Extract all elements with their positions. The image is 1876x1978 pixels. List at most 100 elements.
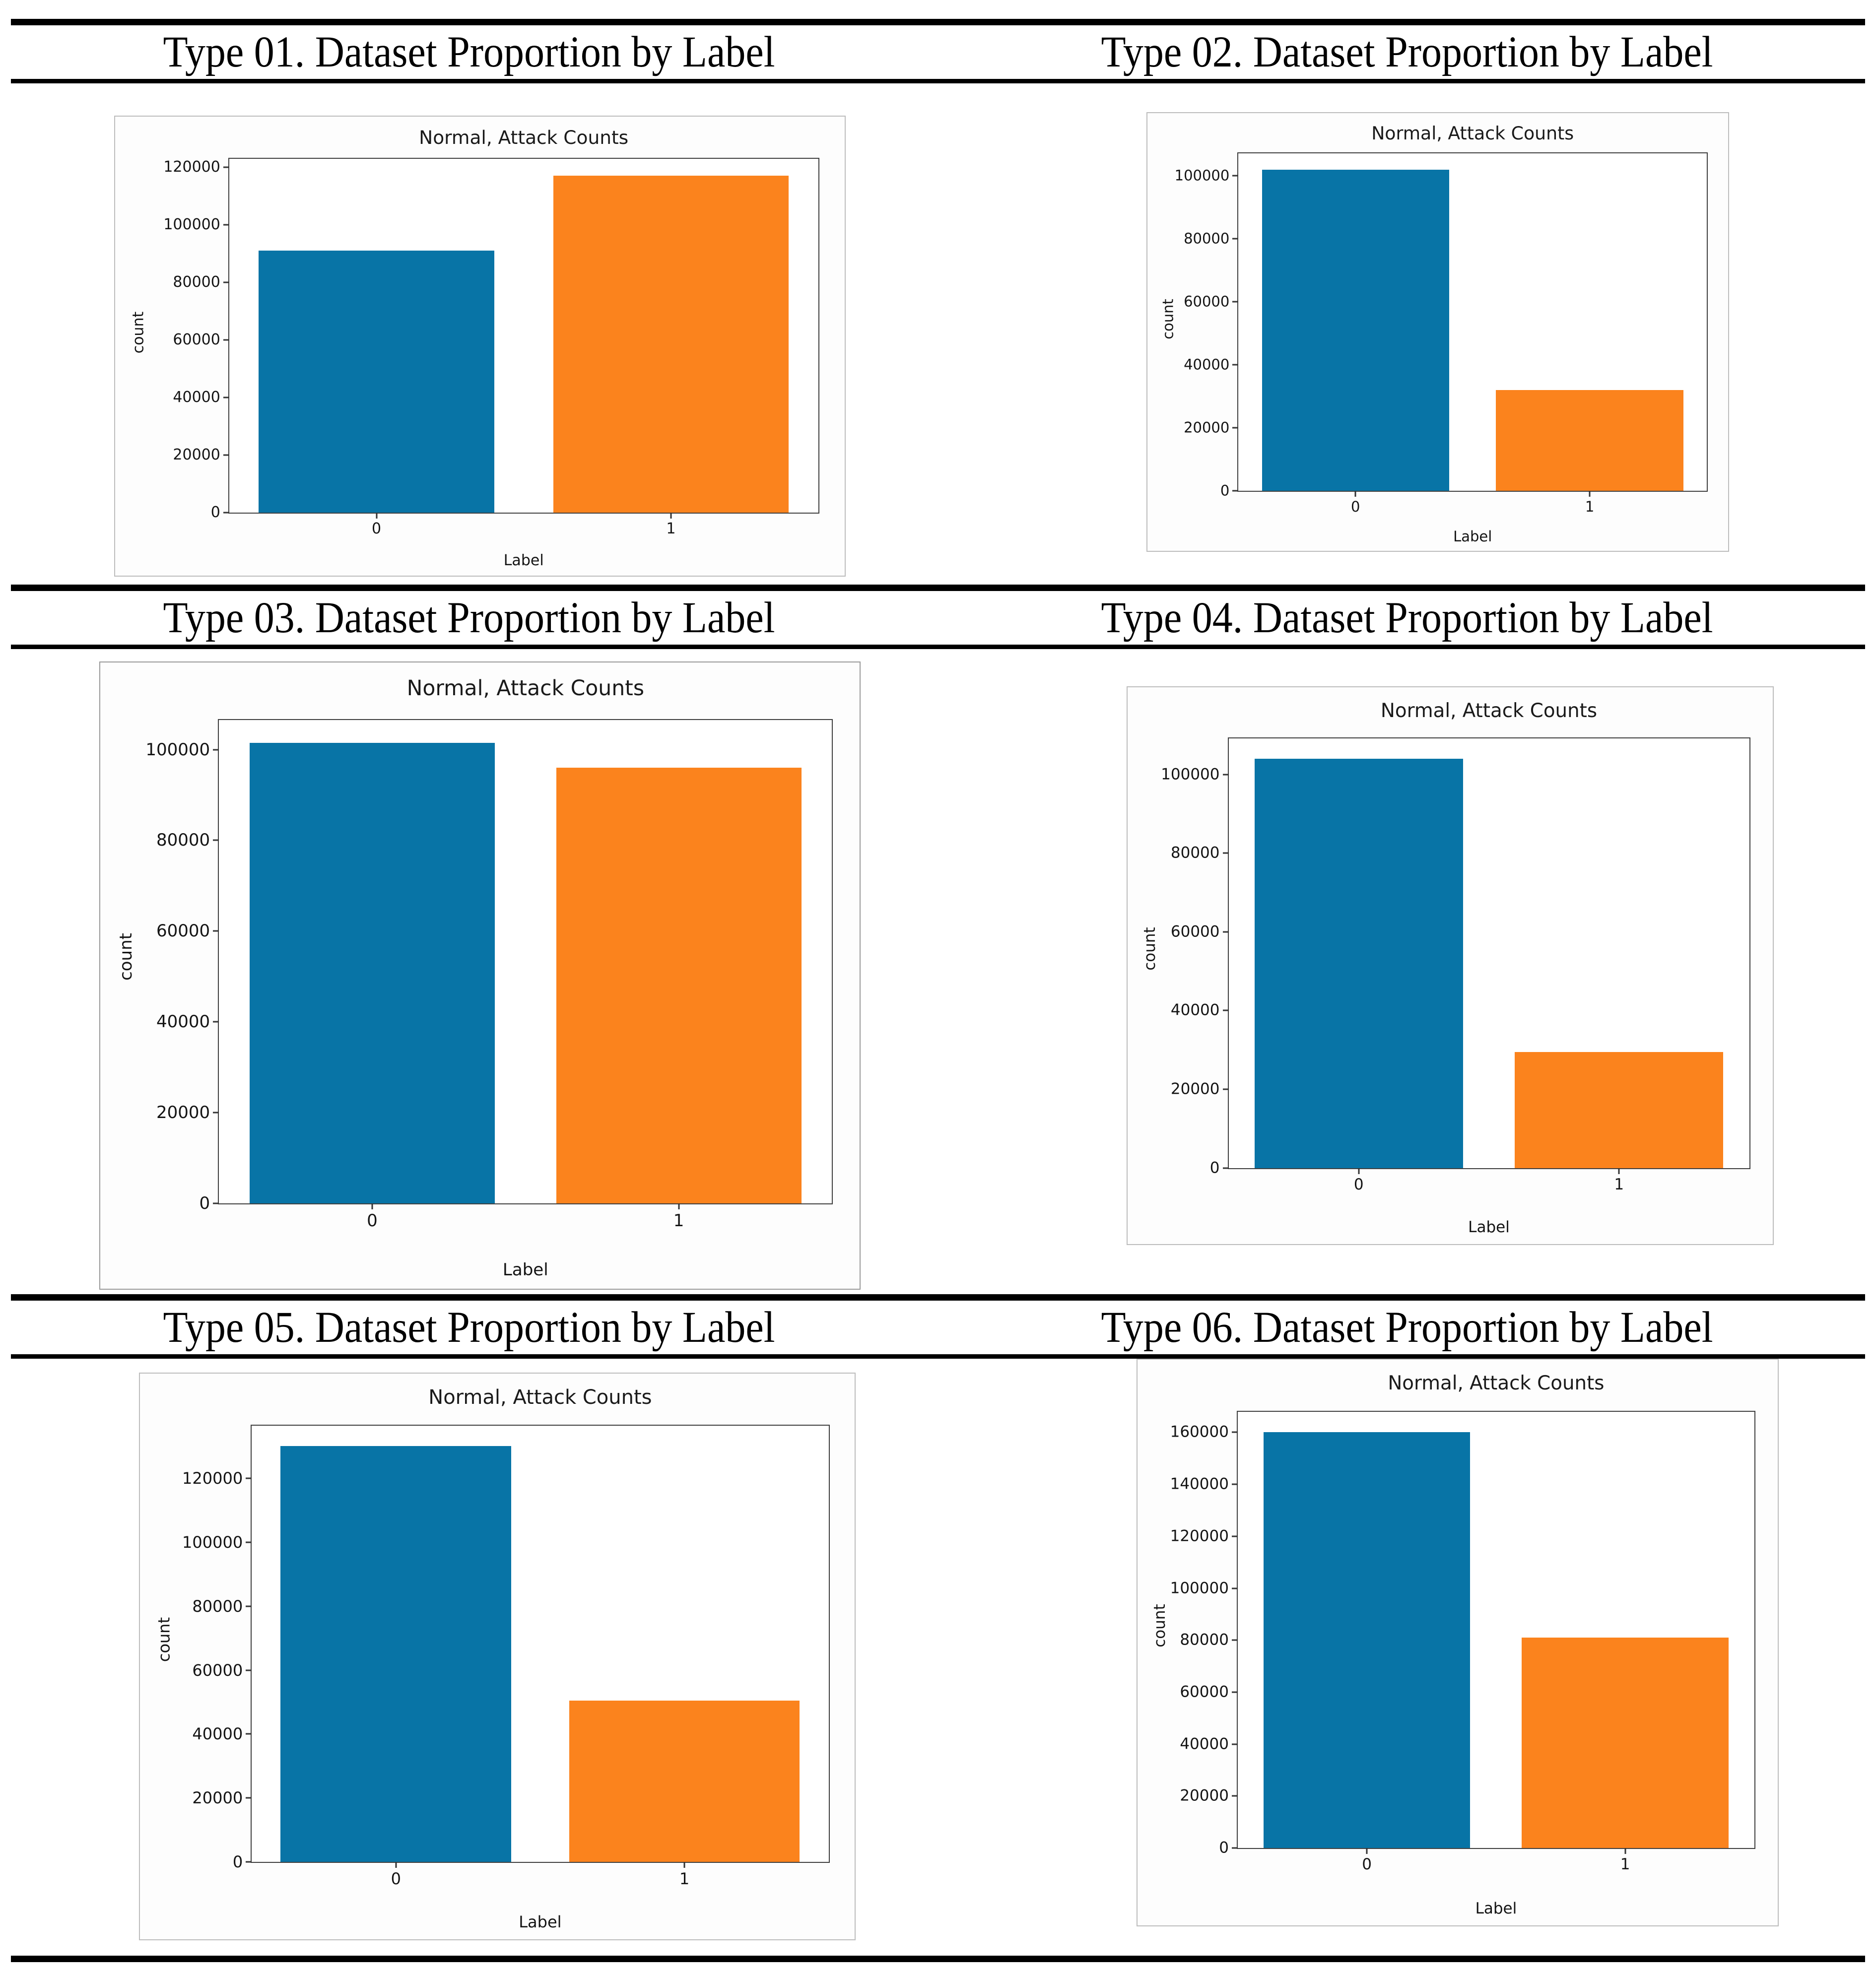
x-tick-label: 0 [1362, 1855, 1372, 1874]
y-tick-label: 20000 [1184, 419, 1230, 436]
y-tick-mark [213, 1021, 219, 1023]
section-title-type-04: Type 04. Dataset Proportion by Label [1101, 593, 1713, 642]
y-tick-label: 0 [199, 1193, 210, 1213]
plot-area: 0 20000 40000 60000 80000 100000 120000 0 1 [163, 158, 819, 536]
y-tick-label: 160000 [1170, 1423, 1229, 1441]
chart-cell: Normal, Attack Counts count Label 0 20000 400… [0, 83, 938, 585]
x-tick-mark [1624, 1848, 1626, 1854]
y-tick-mark [1232, 427, 1239, 429]
y-tick-label: 140000 [1170, 1475, 1229, 1493]
y-tick-mark [223, 281, 229, 283]
bar-0 [1263, 1432, 1471, 1848]
section-title-type-02: Type 02. Dataset Proportion by Label [1101, 27, 1713, 76]
bar-0 [249, 742, 495, 1203]
y-tick-mark [223, 454, 229, 456]
x-tick-mark [1366, 1848, 1368, 1854]
y-tick-mark [1222, 852, 1229, 854]
divider-rule [11, 79, 1865, 83]
x-tick-label: 0 [371, 520, 382, 538]
divider-rule [11, 585, 1865, 591]
chart-cell: Normal, Attack Counts count Label 0 20000 400… [0, 1359, 938, 1956]
top-margin [0, 0, 1876, 19]
chart-title: Normal, Attack Counts [1371, 123, 1574, 144]
title-row-1: Type 01. Dataset Proportion by Label Typ… [0, 25, 1876, 79]
plot-area: 0 20000 40000 60000 80000 100000 120000 140000 1… [1170, 1410, 1755, 1872]
y-tick-label: 80000 [173, 273, 220, 291]
y-tick-mark [213, 749, 219, 751]
y-tick-mark [1232, 238, 1239, 240]
chart-cell: Normal, Attack Counts count Label 0 20000 400… [938, 83, 1876, 585]
y-tick-label: 20000 [1170, 1080, 1220, 1098]
divider-rule [11, 1294, 1865, 1301]
y-tick-mark [246, 1541, 252, 1543]
x-tick-label: 1 [666, 520, 676, 538]
y-tick-label: 40000 [1184, 356, 1230, 373]
chart-cell: Normal, Attack Counts count Label 0 20000 400… [938, 1359, 1876, 1956]
chart-type-05: Normal, Attack Counts count Label 0 20000 400… [139, 1373, 856, 1940]
x-tick-mark [395, 1862, 397, 1868]
y-tick-mark [246, 1733, 252, 1735]
y-tick-mark [1222, 1167, 1229, 1169]
plot-area: 0 20000 40000 60000 80000 100000 120000 0 1 [182, 1424, 830, 1887]
y-tick-mark [246, 1605, 252, 1607]
y-tick-mark [1232, 301, 1239, 303]
chart-type-04: Normal, Attack Counts count Label 0 20000 400… [1127, 686, 1774, 1245]
x-tick-mark [1589, 490, 1591, 497]
bar-0 [1254, 759, 1463, 1168]
y-tick-label: 100000 [1161, 765, 1220, 784]
charts-row-3: Normal, Attack Counts count Label 0 20000 400… [0, 1359, 1876, 1956]
y-axis-label: count [1159, 298, 1177, 339]
y-tick-label: 60000 [1180, 1683, 1229, 1701]
y-tick-mark [1232, 364, 1239, 366]
y-tick-label: 60000 [156, 921, 210, 941]
chart-title: Normal, Attack Counts [406, 676, 644, 701]
y-tick-label: 100000 [1170, 1579, 1229, 1597]
y-tick-mark [1231, 1483, 1238, 1485]
x-axis-label: Label [1453, 527, 1492, 545]
y-tick-mark [1232, 175, 1239, 177]
x-axis-label: Label [1468, 1218, 1510, 1237]
y-tick-mark [1231, 1795, 1238, 1797]
section-title-type-06: Type 06. Dataset Proportion by Label [1101, 1303, 1713, 1352]
title-row-3: Type 05. Dataset Proportion by Label Typ… [0, 1301, 1876, 1354]
bar-0 [1262, 169, 1449, 491]
x-tick-mark [1354, 490, 1356, 497]
y-tick-label: 40000 [173, 389, 220, 406]
y-tick-label: 120000 [1170, 1527, 1229, 1545]
y-tick-mark [1222, 1088, 1229, 1090]
chart-type-03: Normal, Attack Counts count Label 0 20000 400… [99, 661, 861, 1290]
y-tick-mark [1231, 1587, 1238, 1589]
x-tick-mark [1618, 1168, 1620, 1174]
section-title-type-01: Type 01. Dataset Proportion by Label [163, 27, 775, 76]
y-tick-label: 40000 [156, 1012, 210, 1032]
y-tick-label: 40000 [192, 1724, 243, 1744]
y-tick-label: 120000 [182, 1468, 243, 1488]
y-axis-label: count [1151, 1604, 1169, 1648]
y-tick-mark [213, 1202, 219, 1204]
x-tick-label: 1 [1620, 1855, 1630, 1874]
plot-area: 0 20000 40000 60000 80000 100000 0 1 [1161, 737, 1750, 1192]
x-tick-label: 0 [367, 1210, 378, 1231]
chart-title: Normal, Attack Counts [419, 127, 629, 149]
chart-title: Normal, Attack Counts [428, 1386, 652, 1409]
charts-row-1: Normal, Attack Counts count Label 0 20000 400… [0, 83, 1876, 585]
x-tick-mark [683, 1862, 685, 1868]
y-tick-label: 80000 [156, 830, 210, 851]
y-tick-label: 40000 [1170, 1001, 1220, 1019]
chart-type-02: Normal, Attack Counts count Label 0 20000 400… [1146, 112, 1729, 552]
chart-title: Normal, Attack Counts [1380, 699, 1598, 722]
y-axis-label: count [1141, 927, 1159, 971]
y-tick-mark [1222, 1009, 1229, 1011]
y-tick-label: 0 [1219, 1839, 1229, 1857]
divider-rule [11, 19, 1865, 25]
y-tick-mark [246, 1477, 252, 1479]
y-tick-mark [1231, 1431, 1238, 1433]
y-axis-label: count [154, 1617, 174, 1662]
plot-area: 0 20000 40000 60000 80000 100000 0 1 [1175, 152, 1708, 514]
y-tick-label: 60000 [192, 1660, 243, 1680]
bar-1 [569, 1700, 800, 1862]
bar-0 [259, 251, 494, 513]
y-tick-mark [223, 512, 229, 514]
x-tick-label: 1 [1614, 1175, 1624, 1193]
x-tick-label: 1 [679, 1869, 690, 1889]
